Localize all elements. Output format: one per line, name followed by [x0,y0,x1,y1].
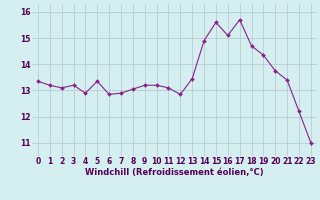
X-axis label: Windchill (Refroidissement éolien,°C): Windchill (Refroidissement éolien,°C) [85,168,264,177]
